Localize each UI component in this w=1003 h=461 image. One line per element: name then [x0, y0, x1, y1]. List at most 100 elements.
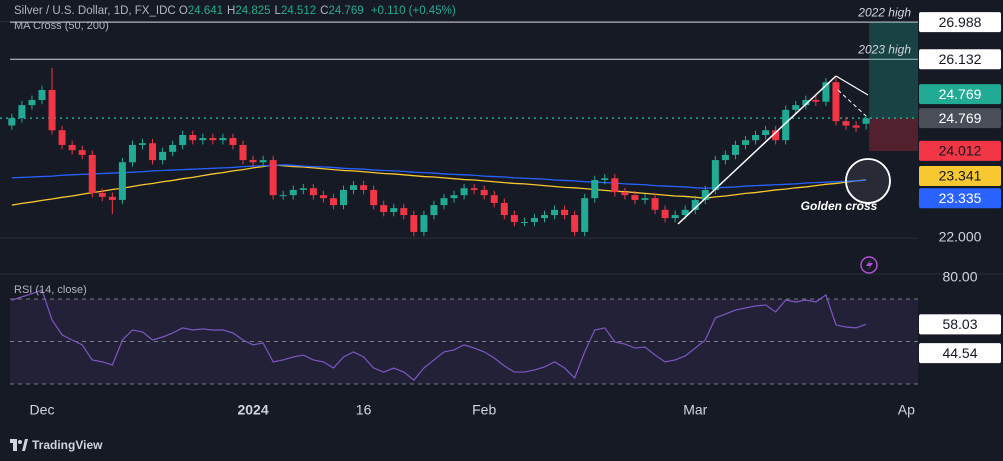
- candle-body: [802, 99, 810, 106]
- moving-average: [11, 164, 867, 206]
- rsi-title: RSI (14, close): [14, 284, 87, 296]
- candle-body: [631, 195, 639, 200]
- candle-body: [128, 144, 136, 163]
- x-tick-label: Mar: [683, 402, 707, 418]
- candle-body: [731, 144, 739, 155]
- candle-body: [470, 188, 478, 190]
- candle-body: [299, 188, 307, 190]
- candle-body: [149, 143, 157, 161]
- target-zone: [869, 22, 918, 119]
- price-label: 26.132: [939, 51, 982, 67]
- event-icon: [860, 256, 878, 274]
- price-label-bg: [919, 165, 1001, 186]
- price-label-bg: [919, 49, 1001, 70]
- candle-body: [601, 178, 609, 180]
- candle-body: [480, 189, 488, 196]
- price-label: 24.769: [939, 110, 982, 126]
- rsi-line: [11, 289, 867, 381]
- price-label-bg: [919, 314, 1001, 335]
- candle-body: [611, 178, 619, 193]
- candle-body: [691, 199, 699, 210]
- price-label-bg: [919, 188, 1001, 209]
- candle-body: [390, 208, 398, 213]
- trend-line: [677, 75, 837, 225]
- candle-body: [561, 209, 569, 216]
- candle-body: [18, 105, 26, 119]
- candle-body: [701, 189, 709, 200]
- x-tick-label: 2024: [237, 402, 268, 418]
- candle-body: [118, 162, 126, 200]
- candle-body: [641, 198, 649, 200]
- candle-body: [8, 118, 16, 126]
- candle-body: [400, 208, 408, 216]
- drawings: [677, 75, 891, 274]
- candle-body: [309, 188, 317, 196]
- price-label-bg: [919, 84, 1001, 105]
- candle-body: [591, 180, 599, 199]
- header: Silver / U.S. Dollar, 1D, FX_IDC O24.641…: [14, 5, 456, 17]
- candle-body: [229, 138, 237, 145]
- candle-body: [671, 215, 679, 219]
- candle-body: [450, 195, 458, 199]
- quote-key: L: [274, 5, 281, 17]
- stop-zone: [869, 118, 918, 151]
- candle-body: [319, 195, 327, 199]
- candle-body: [651, 198, 659, 210]
- candle-body: [78, 150, 86, 155]
- candle-body: [159, 151, 167, 161]
- y-tick-label: 22.000: [939, 229, 982, 245]
- candle-body: [711, 160, 719, 190]
- candle-body: [530, 218, 538, 222]
- candle-body: [269, 160, 277, 196]
- candle-body: [410, 215, 418, 232]
- trend-line-dashed: [837, 89, 867, 117]
- candle-body: [792, 105, 800, 110]
- candle-body: [169, 144, 177, 152]
- candle-body: [98, 192, 106, 197]
- candle-body: [681, 209, 689, 216]
- quote-value: 24.641: [187, 5, 224, 17]
- price-labels: 22.00027.00026.98826.13224.76924.76924.0…: [919, 12, 1001, 364]
- main-layer: 2022 high 2023 high Dec 2024 16 Feb Mar Ap: [8, 5, 915, 418]
- price-label: 23.341: [939, 168, 982, 184]
- quote-key: H: [227, 5, 236, 17]
- candle-body: [88, 154, 96, 193]
- logo-text: TradingView: [32, 438, 103, 452]
- candle-body: [139, 143, 146, 145]
- candle-body: [500, 202, 508, 216]
- candle-body: [279, 195, 287, 197]
- price-label-bg: [919, 343, 1001, 364]
- candle-body: [490, 195, 498, 203]
- logo: TradingView: [10, 438, 102, 452]
- candle-body: [350, 185, 358, 190]
- symbol: Silver / U.S. Dollar, 1D, FX_IDC: [14, 5, 176, 17]
- candle-body: [581, 198, 589, 232]
- candle-body: [108, 196, 116, 200]
- candle-body: [340, 189, 347, 206]
- candle-body: [370, 189, 378, 206]
- candle-body: [782, 109, 790, 141]
- candle-body: [239, 144, 247, 161]
- logo-icon: [10, 439, 28, 451]
- level-label: 2022 high: [857, 5, 911, 19]
- x-tick-label: Ap: [898, 402, 915, 418]
- back-layer: [0, 21, 918, 385]
- moving-average: [11, 164, 867, 189]
- candle-body: [742, 140, 749, 145]
- highlight-circle: [845, 158, 891, 204]
- quote-value: 24.825: [235, 5, 271, 17]
- change: +0.110 (+0.45%): [370, 5, 456, 17]
- level-label: 2023 high: [857, 42, 911, 56]
- candle-body: [209, 138, 217, 141]
- candle-body: [259, 160, 267, 163]
- candle-body: [842, 121, 850, 126]
- candle-body: [360, 185, 368, 190]
- candle-body: [762, 130, 770, 135]
- price-label: 44.54: [942, 345, 977, 361]
- candle-body: [661, 209, 669, 219]
- candle-body: [832, 82, 840, 122]
- quote-key: C: [320, 5, 329, 17]
- price-label-bg: [919, 140, 1001, 161]
- price-label: 26.988: [939, 14, 982, 30]
- candle-body: [862, 118, 870, 124]
